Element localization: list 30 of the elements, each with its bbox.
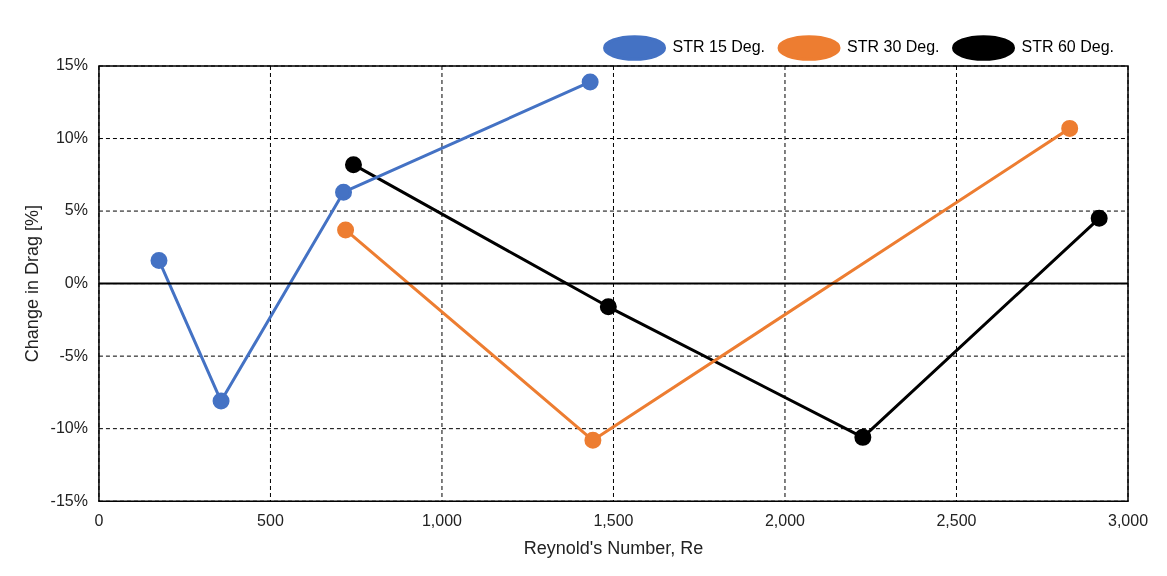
- legend-label: STR 60 Deg.: [1021, 38, 1114, 56]
- point: [335, 183, 353, 201]
- y-tick-label: 5%: [64, 201, 88, 219]
- point: [599, 298, 617, 316]
- x-tick-label: 2,500: [936, 512, 977, 530]
- x-tick-label: 1,000: [421, 512, 463, 530]
- y-tick-label: -10%: [50, 419, 88, 437]
- y-tick-label: -15%: [50, 491, 88, 509]
- point: [1061, 119, 1079, 137]
- point: [1090, 209, 1108, 227]
- y-axis-title: Change in Drag [%]: [21, 205, 42, 363]
- point: [581, 73, 599, 91]
- y-tick-label: 15%: [55, 56, 88, 74]
- legend-label: STR 30 Deg.: [847, 38, 940, 56]
- point: [212, 392, 230, 410]
- point: [584, 431, 602, 449]
- x-tick-label: 500: [257, 512, 284, 530]
- point: [344, 156, 362, 174]
- point: [337, 221, 355, 239]
- x-tick-label: 3,000: [1107, 512, 1149, 530]
- y-tick-label: 0%: [64, 274, 88, 292]
- x-tick-label: 2,000: [764, 512, 806, 530]
- x-axis-title: Reynold's Number, Re: [523, 538, 704, 559]
- y-tick-label: -5%: [59, 346, 88, 364]
- x-tick-label: 1,500: [593, 512, 634, 530]
- point: [150, 251, 168, 269]
- y-tick-label: 10%: [55, 128, 88, 146]
- legend-label: STR 15 Deg.: [672, 38, 766, 56]
- x-tick-label: 0: [94, 512, 104, 530]
- point: [854, 428, 872, 446]
